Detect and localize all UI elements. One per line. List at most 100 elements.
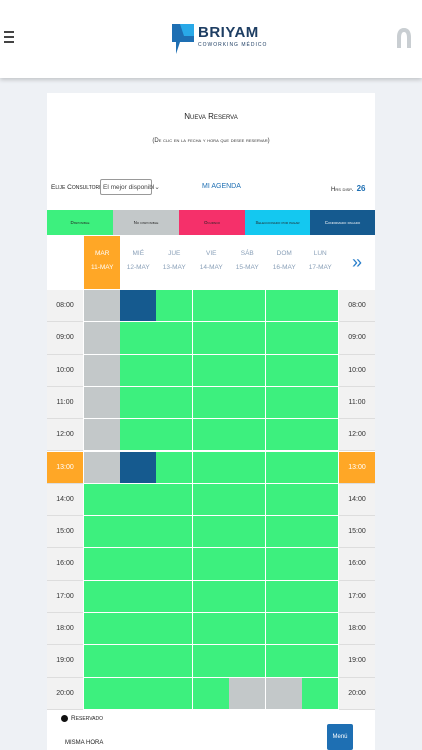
- time-slot[interactable]: [193, 354, 230, 387]
- time-slot[interactable]: [229, 322, 266, 355]
- time-slot[interactable]: [302, 290, 339, 323]
- time-slot[interactable]: [193, 516, 230, 549]
- time-slot[interactable]: [84, 580, 121, 613]
- time-slot[interactable]: [156, 516, 193, 549]
- time-slot[interactable]: [266, 516, 303, 549]
- time-slot[interactable]: [302, 386, 339, 420]
- time-slot[interactable]: [120, 677, 157, 710]
- time-slot[interactable]: [156, 290, 193, 323]
- time-slot[interactable]: [156, 613, 193, 646]
- time-slot[interactable]: [120, 386, 157, 420]
- brand-tagline: COWORKING MÉDICO: [198, 42, 268, 48]
- day-name: SÁB: [240, 250, 254, 257]
- time-slot[interactable]: [120, 580, 157, 613]
- time-slot[interactable]: [156, 483, 193, 517]
- time-slot[interactable]: [84, 483, 121, 517]
- time-slot[interactable]: [156, 354, 193, 387]
- time-slot[interactable]: [84, 677, 121, 710]
- time-slot[interactable]: [193, 419, 230, 452]
- hamburger-icon[interactable]: [4, 31, 14, 43]
- time-slot[interactable]: [193, 290, 230, 323]
- time-slot[interactable]: [120, 645, 157, 678]
- time-slot[interactable]: [266, 419, 303, 452]
- time-slot[interactable]: [193, 613, 230, 646]
- time-slot[interactable]: [266, 290, 303, 323]
- time-label: 13:00: [47, 451, 83, 484]
- time-slot[interactable]: [302, 677, 339, 710]
- time-slot[interactable]: [229, 548, 266, 581]
- time-slot[interactable]: [84, 645, 121, 678]
- day-header[interactable]: DOM 16-MAY: [266, 236, 303, 289]
- time-slot[interactable]: [229, 419, 266, 452]
- time-slot[interactable]: [266, 322, 303, 355]
- time-slot[interactable]: [193, 580, 230, 613]
- time-slot[interactable]: [120, 548, 157, 581]
- double-chevron-right-icon[interactable]: »: [351, 252, 362, 272]
- time-slot[interactable]: [302, 516, 339, 549]
- time-slot[interactable]: [156, 451, 193, 484]
- time-slot[interactable]: [302, 322, 339, 355]
- time-slot[interactable]: [120, 613, 157, 646]
- day-header[interactable]: JUE 13-MAY: [156, 236, 193, 289]
- time-slot[interactable]: [229, 354, 266, 387]
- time-slot[interactable]: [193, 386, 230, 420]
- time-slot: [84, 451, 121, 484]
- time-slot[interactable]: [302, 548, 339, 581]
- time-slot[interactable]: [229, 516, 266, 549]
- time-slot[interactable]: [302, 354, 339, 387]
- time-slot[interactable]: [266, 354, 303, 387]
- time-slot[interactable]: [302, 645, 339, 678]
- time-slot[interactable]: [193, 548, 230, 581]
- day-header[interactable]: SÁB 15-MAY: [229, 236, 266, 289]
- time-slot[interactable]: [302, 613, 339, 646]
- time-slot[interactable]: [193, 483, 230, 517]
- user-icon[interactable]: [396, 27, 412, 49]
- time-slot[interactable]: [120, 516, 157, 549]
- time-slot[interactable]: [229, 290, 266, 323]
- time-slot[interactable]: [120, 419, 157, 452]
- time-slot[interactable]: [229, 580, 266, 613]
- mi-agenda-link[interactable]: MI AGENDA: [202, 183, 241, 190]
- time-slot[interactable]: [266, 451, 303, 484]
- time-slot[interactable]: [229, 613, 266, 646]
- time-slot[interactable]: [84, 516, 121, 549]
- time-slot[interactable]: [266, 483, 303, 517]
- legend-item: Seleccionado por pagar: [245, 210, 310, 235]
- day-header[interactable]: VIE 14-MAY: [193, 236, 230, 289]
- time-slot[interactable]: [193, 677, 230, 710]
- time-slot[interactable]: [266, 645, 303, 678]
- time-slot[interactable]: [120, 483, 157, 517]
- time-slot[interactable]: [266, 613, 303, 646]
- time-slot[interactable]: [156, 548, 193, 581]
- time-slot[interactable]: [193, 645, 230, 678]
- time-slot[interactable]: [156, 322, 193, 355]
- time-slot[interactable]: [84, 548, 121, 581]
- time-slot[interactable]: [266, 386, 303, 420]
- time-slot[interactable]: [156, 419, 193, 452]
- time-slot[interactable]: [266, 580, 303, 613]
- time-slot[interactable]: [156, 580, 193, 613]
- time-slot[interactable]: [302, 419, 339, 452]
- time-slot[interactable]: [229, 451, 266, 484]
- time-slot[interactable]: [266, 548, 303, 581]
- time-slot[interactable]: [302, 483, 339, 517]
- time-slot[interactable]: [229, 645, 266, 678]
- day-header[interactable]: MIÉ 12-MAY: [120, 236, 157, 289]
- time-slot[interactable]: [120, 354, 157, 387]
- brand-logo[interactable]: BRIYAM COWORKING MÉDICO: [170, 22, 266, 58]
- day-header[interactable]: LUN 17-MAY: [302, 236, 339, 289]
- time-slot[interactable]: [156, 386, 193, 420]
- time-slot[interactable]: [84, 613, 121, 646]
- time-slot[interactable]: [302, 580, 339, 613]
- time-slot[interactable]: [156, 677, 193, 710]
- time-slot[interactable]: [229, 483, 266, 517]
- time-slot[interactable]: [229, 386, 266, 420]
- time-slot[interactable]: [193, 322, 230, 355]
- menu-button[interactable]: Menú: [327, 724, 353, 750]
- time-slot[interactable]: [156, 645, 193, 678]
- day-header[interactable]: MAR 11-MAY: [84, 236, 121, 289]
- time-slot[interactable]: [302, 451, 339, 484]
- time-slot[interactable]: [120, 322, 157, 355]
- time-slot[interactable]: [193, 451, 230, 484]
- consultorio-select[interactable]: El mejor disponibl⌄: [100, 179, 160, 195]
